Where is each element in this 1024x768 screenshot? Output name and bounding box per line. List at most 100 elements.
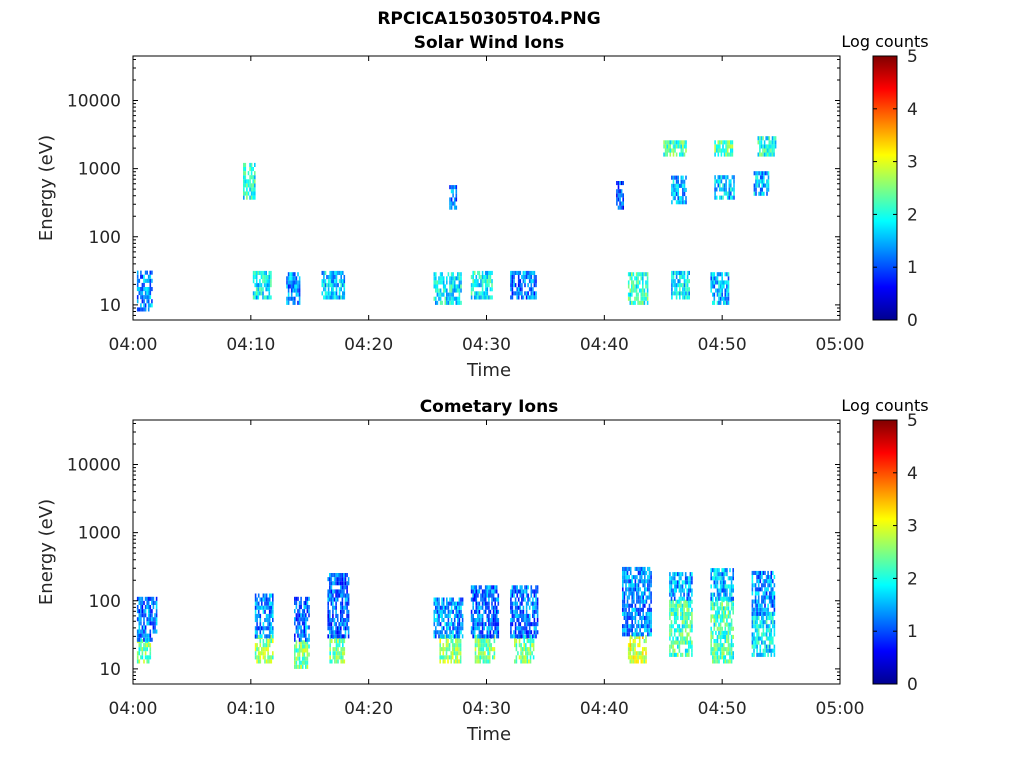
spectrogram-cell — [678, 603, 681, 608]
spectrogram-cell — [753, 652, 755, 657]
spectrogram-cell — [470, 295, 473, 300]
spectrogram-cell — [642, 655, 644, 660]
spectrogram-cell — [341, 593, 344, 598]
spectrogram-cell — [757, 632, 760, 637]
spectrogram-cell — [728, 195, 731, 200]
spectrogram-cell — [295, 660, 298, 665]
spectrogram-cell — [484, 279, 487, 284]
spectrogram-cell — [723, 152, 726, 157]
spectrogram-cell — [718, 288, 720, 293]
spectrogram-cell — [336, 581, 339, 586]
spectrogram-cell — [672, 588, 674, 593]
spectrogram-cell — [257, 659, 260, 664]
spectrogram-cell — [532, 609, 534, 614]
spectrogram-cell — [719, 576, 722, 581]
spectrogram-cell — [626, 579, 629, 584]
spectrogram-cell — [626, 566, 629, 571]
spectrogram-cell — [474, 659, 477, 664]
spectrogram-cell — [522, 593, 525, 598]
spectrogram-cell — [532, 601, 534, 606]
spectrogram-cell — [486, 601, 489, 606]
spectrogram-cell — [754, 595, 757, 600]
spectrogram-cell — [768, 591, 771, 596]
spectrogram-cell — [438, 622, 440, 627]
spectrogram-cell — [713, 300, 716, 305]
colorbar-label: Log counts — [841, 32, 928, 51]
spectrogram-cell — [724, 596, 727, 601]
spectrogram-cell — [754, 636, 757, 641]
spectrogram-cell — [723, 576, 725, 581]
spectrogram-cell — [625, 615, 627, 620]
spectrogram-cell — [762, 620, 765, 625]
spectrogram-cell — [767, 175, 770, 180]
spectrogram-cell — [254, 283, 256, 288]
spectrogram-cell — [486, 287, 489, 292]
spectrogram-cell — [143, 647, 145, 652]
spectrogram-cell — [510, 283, 512, 288]
spectrogram-cell — [332, 609, 334, 614]
spectrogram-cell — [729, 576, 731, 581]
spectrogram-cell — [340, 287, 342, 292]
spectrogram-cell — [478, 609, 481, 614]
spectrogram-cell — [264, 618, 266, 623]
spectrogram-cell — [684, 603, 687, 608]
spectrogram-cell — [475, 622, 478, 627]
spectrogram-cell — [306, 609, 309, 614]
spectrogram-cell — [642, 296, 644, 301]
spectrogram-cell — [477, 613, 479, 618]
spectrogram-cell — [644, 615, 646, 620]
spectrogram-cell — [487, 647, 489, 652]
spectrogram-cell — [635, 276, 638, 281]
spectrogram-cell — [718, 596, 720, 601]
spectrogram-cell — [643, 296, 646, 301]
spectrogram-cell — [460, 300, 462, 305]
spectrogram-cell — [262, 275, 264, 280]
spectrogram-cell — [726, 280, 728, 285]
spectrogram-cell — [768, 636, 771, 641]
spectrogram-cell — [329, 589, 331, 594]
spectrogram-cell — [536, 585, 539, 590]
spectrogram-cell — [533, 593, 536, 598]
spectrogram-cell — [144, 609, 147, 614]
spectrogram-cell — [335, 287, 338, 292]
spectrogram-cell — [532, 647, 535, 652]
y-tick-label: 1000 — [78, 524, 121, 544]
spectrogram-cell — [522, 270, 525, 275]
spectrogram-cell — [243, 183, 245, 188]
spectrogram-cell — [528, 647, 530, 652]
spectrogram-cell — [338, 577, 340, 582]
spectrogram-cell — [732, 576, 734, 581]
spectrogram-cell — [265, 597, 268, 602]
spectrogram-cell — [642, 599, 644, 604]
spectrogram-cell — [644, 583, 646, 588]
spectrogram-cell — [136, 282, 139, 287]
spectrogram-cell — [298, 637, 301, 642]
spectrogram-cell — [730, 584, 733, 589]
spectrogram-cell — [495, 626, 498, 631]
spectrogram-cell — [530, 270, 533, 275]
spectrogram-cell — [256, 622, 258, 627]
spectrogram-cell — [455, 276, 458, 281]
spectrogram-cell — [436, 630, 439, 635]
spectrogram-cell — [753, 171, 756, 176]
spectrogram-cell — [446, 292, 448, 297]
spectrogram-cell — [685, 287, 687, 292]
spectrogram-cell — [511, 295, 514, 300]
spectrogram-cell — [305, 648, 307, 653]
spectrogram-cell — [721, 280, 723, 285]
spectrogram-cell — [140, 596, 142, 601]
spectrogram-cell — [650, 599, 652, 604]
spectrogram-cell — [535, 585, 537, 590]
spectrogram-cell — [639, 607, 641, 612]
spectrogram-cell — [461, 601, 464, 606]
spectrogram-cell — [710, 572, 712, 577]
spectrogram-cell — [675, 187, 678, 192]
spectrogram-cell — [727, 276, 730, 281]
spectrogram-cell — [138, 633, 141, 638]
spectrogram-cell — [673, 588, 676, 593]
spectrogram-cell — [521, 634, 523, 639]
spectrogram-cell — [761, 652, 763, 657]
spectrogram-cell — [626, 615, 629, 620]
spectrogram-cell — [489, 634, 492, 639]
